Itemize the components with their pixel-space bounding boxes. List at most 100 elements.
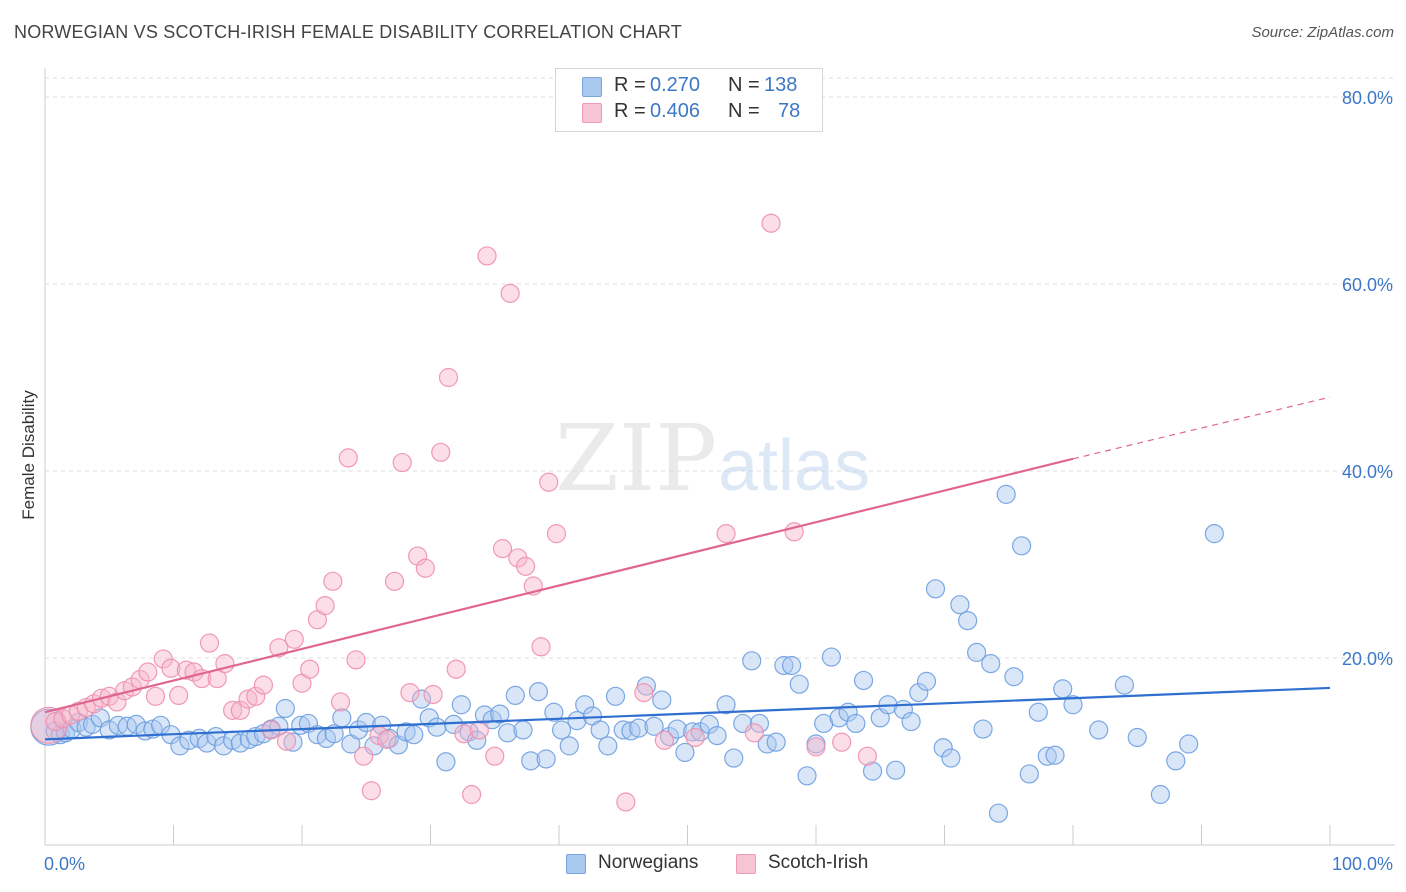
scotch-irish-point <box>377 729 397 749</box>
scotch-irish-point <box>30 706 68 744</box>
scotch-irish-point <box>400 682 420 703</box>
scotch-irish-point <box>330 692 351 712</box>
norwegians-point <box>1204 524 1224 544</box>
norwegians-point <box>283 732 303 752</box>
norwegians-point <box>846 713 866 734</box>
scotch-irish-point <box>477 246 497 266</box>
scotch-irish-point <box>284 629 304 649</box>
norwegians-point <box>886 760 906 780</box>
legend-n-value: 138 <box>764 74 798 96</box>
norwegians-point <box>996 484 1016 504</box>
norwegians-point <box>1179 734 1199 754</box>
norwegians-point <box>766 732 786 752</box>
norwegians-point <box>933 738 953 758</box>
norwegians-point <box>901 711 921 732</box>
norwegians-point <box>1114 675 1135 695</box>
scotch-irish-point <box>761 213 781 233</box>
bottom-legend-swatch-blue <box>566 854 586 874</box>
legend-r-label: R = <box>614 74 646 96</box>
scotch-irish-point <box>315 596 335 616</box>
scotch-irish-point <box>634 682 654 703</box>
scotch-irish-point <box>199 633 220 653</box>
norwegians-point <box>1011 536 1032 556</box>
scotch-irish-point <box>446 659 466 679</box>
scotch-irish-point <box>253 675 274 695</box>
scotch-irish-point <box>857 746 878 766</box>
norwegians-point <box>170 736 190 756</box>
scotch-irish-point <box>744 723 764 743</box>
scotch-irish-point <box>685 727 705 748</box>
scotch-irish-point <box>515 556 536 576</box>
norwegians-point <box>396 722 416 742</box>
norwegians-point <box>436 752 456 772</box>
norwegians-point <box>411 689 432 709</box>
watermark-atlas: atlas <box>718 426 870 506</box>
scotch-irish-point <box>138 662 158 682</box>
scotch-irish-point <box>338 448 358 468</box>
scotch-irish-point <box>169 685 189 706</box>
norwegians-point <box>925 579 946 599</box>
norwegians-point <box>613 720 633 740</box>
norwegians-point <box>789 674 809 694</box>
norwegians-point <box>605 686 626 706</box>
scotch-irish-point <box>616 792 636 812</box>
norwegians-point <box>332 708 352 728</box>
legend-n-label: N = <box>728 100 760 122</box>
watermark: ZIP atlas <box>555 405 870 512</box>
x-tick-label: 100.0% <box>1332 854 1393 874</box>
norwegians-point <box>427 717 447 737</box>
chart-title: NORWEGIAN VS SCOTCH-IRISH FEMALE DISABIL… <box>14 22 682 42</box>
norwegians-point <box>1019 764 1039 784</box>
grid-lines <box>45 77 1395 659</box>
legend-r-value: 0.406 <box>650 100 701 122</box>
scotch-irish-point <box>408 546 428 566</box>
scotch-irish-point <box>469 720 489 740</box>
y-tick-label: 40.0% <box>1342 462 1393 482</box>
norwegians-point <box>1004 667 1024 687</box>
scotch-irish-point <box>176 660 196 680</box>
watermark-zip: ZIP <box>555 405 717 512</box>
norwegians-point <box>724 748 744 768</box>
scotch-irish-point <box>269 638 289 658</box>
norwegians-point <box>99 720 119 740</box>
bottom-legend-label: Scotch-Irish <box>768 852 869 873</box>
norwegians-point <box>973 719 993 739</box>
scotch-irish-point <box>423 684 443 705</box>
norwegians-point <box>774 655 794 676</box>
scotch-irish-point <box>454 724 474 744</box>
scotch-irish-point <box>346 650 366 670</box>
scotch-irish-point <box>276 731 297 751</box>
legend-r-value: 0.270 <box>650 74 701 96</box>
norwegians-point <box>1063 695 1083 715</box>
norwegians-point <box>797 766 817 786</box>
norwegians-point <box>958 610 978 631</box>
trend-lines <box>44 396 1331 741</box>
scotch-irish-point <box>806 737 826 757</box>
scotch-irish-point <box>546 524 567 544</box>
scotch-irish-point <box>438 367 459 388</box>
scotch-irish-trend-extension <box>1072 396 1331 460</box>
y-tick-label: 80.0% <box>1342 88 1393 108</box>
norwegians-point <box>551 720 572 740</box>
scotch-irish-point <box>539 472 559 492</box>
norwegians-point <box>916 671 937 691</box>
norwegians-point <box>575 695 595 715</box>
axes <box>44 68 1395 846</box>
scotch-irish-point <box>392 452 412 473</box>
legend-n-label: N = <box>728 74 760 96</box>
scotch-irish-point <box>161 658 181 678</box>
norwegians-point <box>598 736 618 756</box>
scotch-irish-point <box>500 283 520 303</box>
norwegians-point <box>707 726 727 746</box>
norwegians-point <box>909 682 929 703</box>
norwegians-point <box>629 718 649 738</box>
norwegians-point <box>716 695 736 715</box>
scotch-irish-point <box>107 692 127 712</box>
norwegians-point <box>528 682 549 702</box>
legend-swatch-blue <box>582 77 602 97</box>
norwegians-point <box>1045 745 1065 765</box>
norwegians-point <box>567 711 587 731</box>
scotch-irish-points <box>30 213 878 812</box>
norwegians-point <box>536 749 556 769</box>
legend-n-value: 78 <box>778 100 801 122</box>
